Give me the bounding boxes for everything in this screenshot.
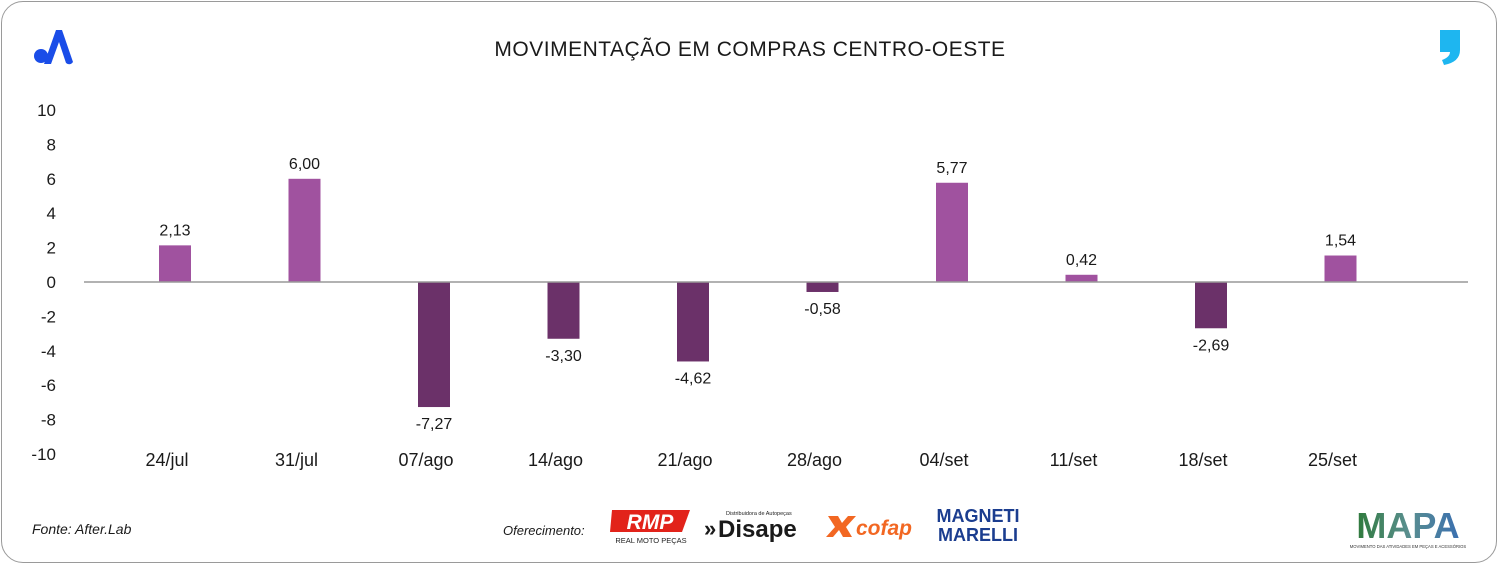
x-tick-label: 21/ago bbox=[657, 450, 712, 470]
sponsor-label: Oferecimento: bbox=[503, 523, 585, 538]
y-tick-label: 6 bbox=[47, 170, 56, 189]
bar bbox=[1324, 255, 1357, 282]
bars bbox=[159, 178, 1357, 408]
data-label: 1,54 bbox=[1325, 233, 1356, 250]
y-tick-label: 4 bbox=[47, 204, 56, 223]
chart-title: MOVIMENTAÇÃO EM COMPRAS CENTRO-OESTE bbox=[494, 38, 1006, 61]
svg-text:»: » bbox=[704, 516, 716, 541]
x-tick-label: 11/set bbox=[1050, 450, 1098, 470]
y-tick-label: -4 bbox=[41, 342, 56, 361]
bar bbox=[1195, 282, 1227, 329]
svg-text:REAL MOTO PEÇAS: REAL MOTO PEÇAS bbox=[615, 536, 686, 545]
svg-text:Distribuidora de Autopeças: Distribuidora de Autopeças bbox=[726, 511, 792, 517]
bar bbox=[418, 282, 450, 408]
y-tick-label: -10 bbox=[31, 445, 56, 464]
bar bbox=[677, 282, 709, 362]
y-tick-label: 2 bbox=[47, 239, 56, 258]
data-label: -0,58 bbox=[804, 301, 841, 318]
data-label: -7,27 bbox=[416, 416, 453, 433]
svg-text:cofap: cofap bbox=[856, 517, 912, 540]
y-tick-label: 8 bbox=[47, 135, 56, 154]
x-tick-label: 28/ago bbox=[787, 450, 842, 470]
brand-logo-icon bbox=[34, 30, 73, 65]
svg-text:MOVIMENTO DAS ATIVIDADES EM PE: MOVIMENTO DAS ATIVIDADES EM PEÇAS E ACES… bbox=[1350, 544, 1467, 549]
x-tick-label: 18/set bbox=[1178, 450, 1227, 470]
data-label: 6,00 bbox=[289, 156, 320, 173]
y-tick-label: 0 bbox=[47, 273, 56, 292]
magneti-marelli-logo: MAGNETI MARELLI bbox=[937, 506, 1020, 544]
data-labels: 2,13 6,00 -7,27 -3,30 -4,62 -0,58 5,77 0,42 -2,6… bbox=[159, 156, 1356, 433]
x-tick-label: 14/ago bbox=[528, 450, 583, 470]
x-axis-ticks: 24/jul 31/jul 07/ago 14/ago 21/ago 28/ago 04/s… bbox=[145, 450, 1357, 470]
data-label: -3,30 bbox=[545, 348, 582, 365]
svg-text:MARELLI: MARELLI bbox=[938, 525, 1018, 544]
y-tick-label: -6 bbox=[41, 376, 56, 395]
source-note: Fonte: After.Lab bbox=[32, 521, 132, 537]
bar bbox=[159, 245, 191, 282]
data-label: -4,62 bbox=[675, 370, 712, 387]
data-label: 0,42 bbox=[1066, 252, 1097, 269]
svg-text:Disape: Disape bbox=[718, 516, 797, 543]
data-label: -2,69 bbox=[1193, 337, 1230, 354]
disape-logo: Distribuidora de Autopeças » Disape bbox=[704, 511, 797, 543]
mapa-logo: MAPA MOVIMENTO DAS ATIVIDADES EM PEÇAS E… bbox=[1350, 506, 1467, 549]
bar bbox=[1065, 274, 1098, 282]
svg-text:RMP: RMP bbox=[627, 511, 675, 534]
y-tick-label: 10 bbox=[37, 101, 56, 120]
data-label: 2,13 bbox=[159, 222, 190, 239]
svg-text:MAGNETI: MAGNETI bbox=[937, 506, 1020, 526]
bar bbox=[288, 178, 321, 282]
y-tick-label: -2 bbox=[41, 307, 56, 326]
x-tick-label: 04/set bbox=[919, 450, 968, 470]
x-tick-label: 25/set bbox=[1308, 450, 1357, 470]
cofap-logo: cofap bbox=[826, 516, 912, 540]
x-tick-label: 07/ago bbox=[398, 450, 453, 470]
rmp-logo: RMP REAL MOTO PEÇAS bbox=[610, 510, 690, 545]
bar bbox=[806, 282, 839, 292]
quote-mark-icon bbox=[1440, 30, 1460, 65]
x-tick-label: 24/jul bbox=[145, 450, 188, 470]
y-tick-label: -8 bbox=[41, 411, 56, 430]
y-axis-ticks: 10 8 6 4 2 0 -2 -4 -6 -8 -10 bbox=[31, 101, 56, 464]
bar bbox=[547, 282, 580, 339]
data-label: 5,77 bbox=[936, 160, 967, 177]
x-tick-label: 31/jul bbox=[275, 450, 318, 470]
svg-text:MAPA: MAPA bbox=[1356, 506, 1459, 546]
bar bbox=[936, 182, 968, 282]
